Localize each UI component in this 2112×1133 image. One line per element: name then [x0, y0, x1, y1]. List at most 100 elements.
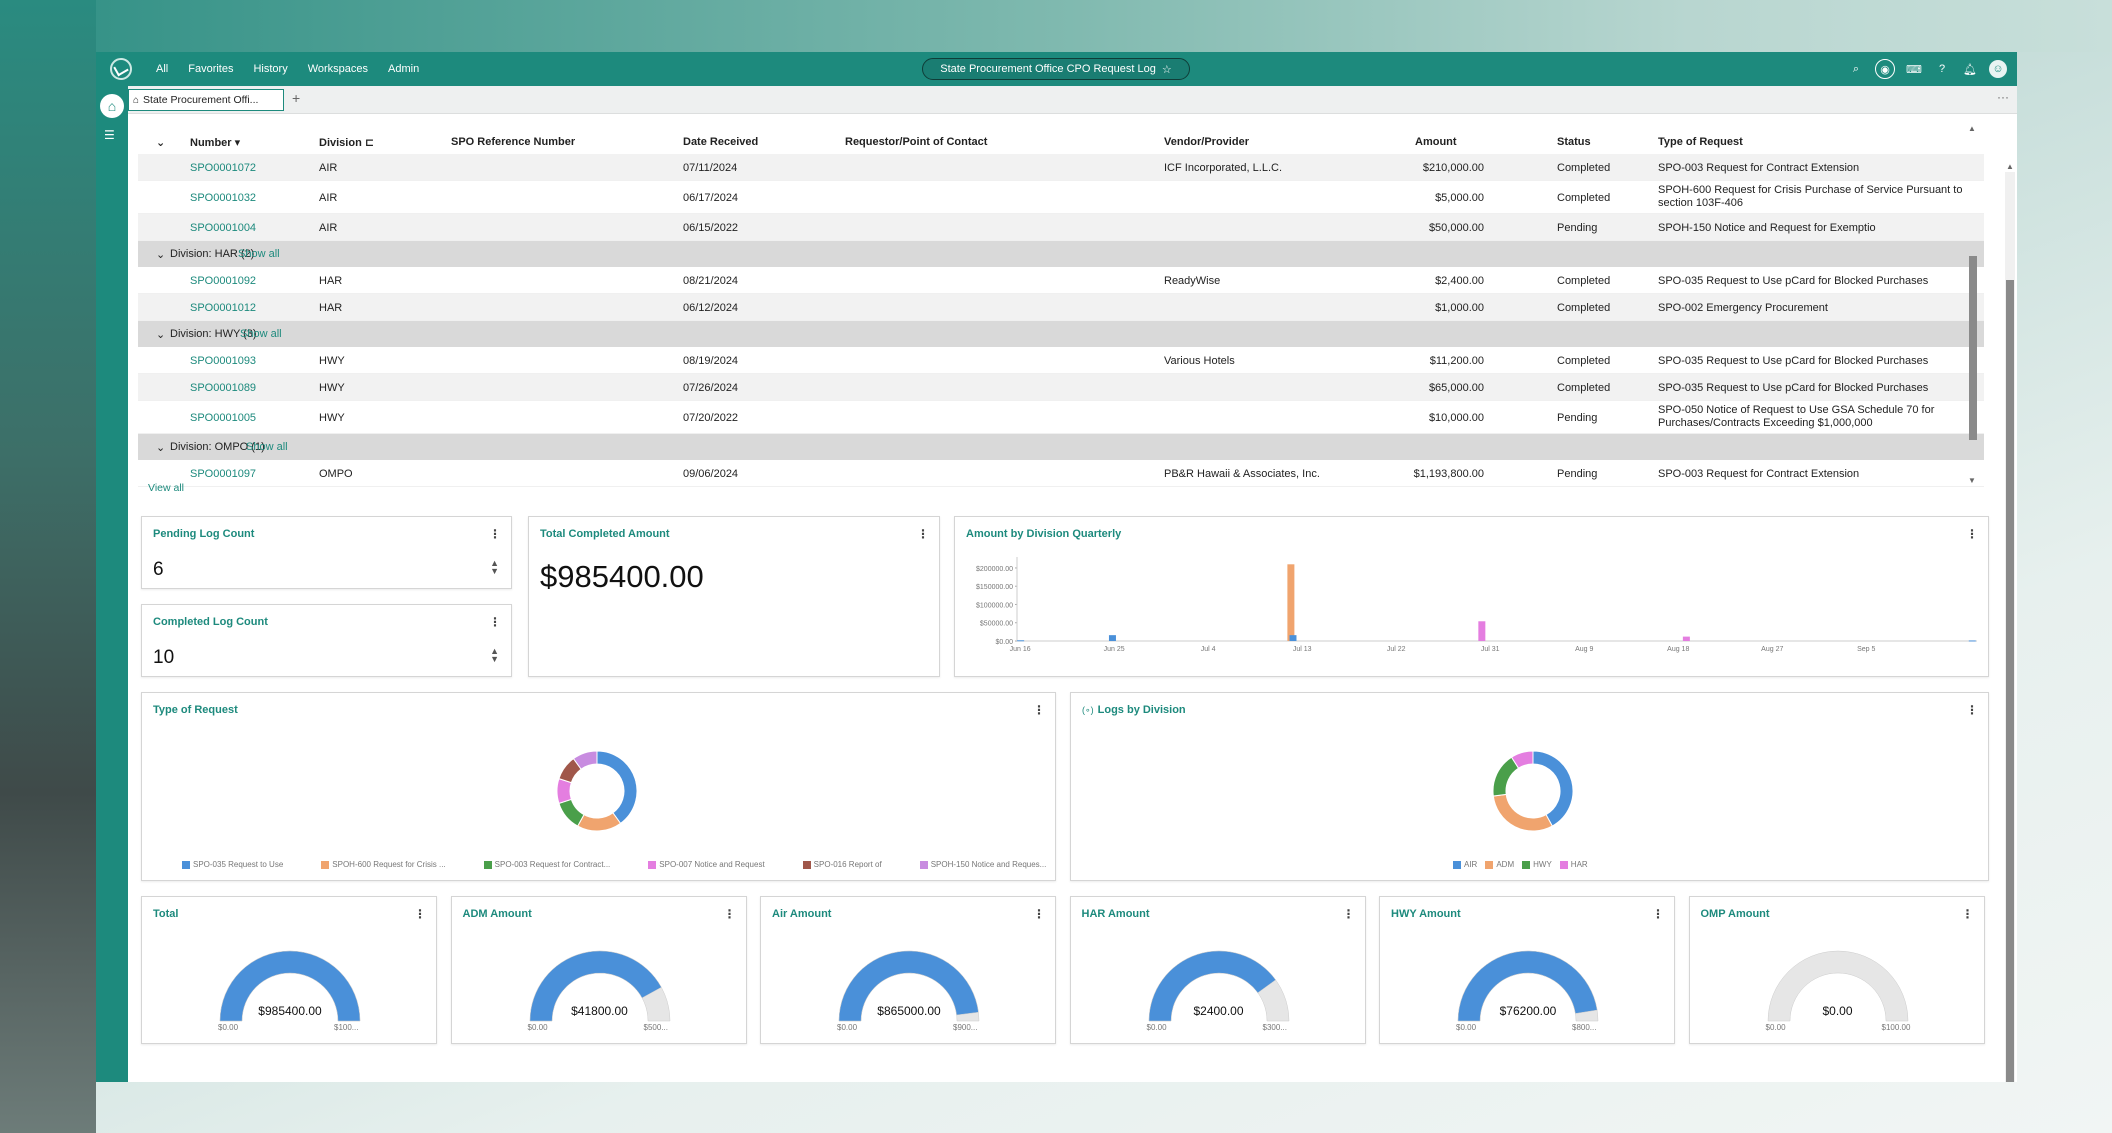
search-icon[interactable]: ⌕: [1852, 62, 1860, 75]
legend-item[interactable]: HAR: [1559, 860, 1588, 869]
nav-all[interactable]: All: [156, 63, 169, 75]
donut-slice[interactable]: [558, 798, 585, 827]
stepper-icon[interactable]: ▲ ▼: [490, 558, 499, 576]
card-menu-icon[interactable]: ⋮: [723, 907, 736, 921]
bar[interactable]: [1682, 636, 1690, 641]
cell-number[interactable]: SPO0001005: [190, 412, 257, 424]
table-row[interactable]: SPO0001004 AIR 06/15/2022 $50,000.00 Pending…: [138, 214, 1984, 241]
group-chevron-icon[interactable]: ⌄: [156, 442, 166, 454]
card-menu-icon[interactable]: ⋮: [1033, 907, 1045, 921]
col-vendor[interactable]: Vendor/Provider: [1164, 136, 1249, 148]
bar[interactable]: [1478, 621, 1486, 641]
donut-slice[interactable]: [1492, 793, 1553, 832]
table-row[interactable]: SPO0001093 HWY 08/19/2024 Various Hotels $11…: [138, 347, 1984, 374]
avatar[interactable]: ☺: [1989, 60, 2007, 78]
legend-item[interactable]: SPOH-150 Notice and Reques...: [919, 860, 1046, 869]
table-row[interactable]: SPO0001089 HWY 07/26/2024 $65,000.00 Complet…: [138, 374, 1984, 401]
scroll-up-icon[interactable]: ▲: [1968, 124, 1976, 133]
col-division[interactable]: Division ⊏: [319, 137, 375, 149]
card-menu-icon[interactable]: ⋮: [1033, 703, 1045, 717]
group-row[interactable]: ⌄ Division: HAR (2) Show all: [138, 241, 1984, 267]
grid-scrollbar[interactable]: ▲ ▼: [1968, 124, 1978, 486]
card-menu-icon[interactable]: ⋮: [1966, 703, 1978, 717]
add-tab-button[interactable]: +: [292, 90, 301, 106]
collapse-all-chevron-icon[interactable]: ⌄: [156, 137, 166, 149]
nav-history[interactable]: History: [253, 63, 288, 75]
legend-item[interactable]: SPO-035 Request to Use: [182, 860, 283, 869]
cell-number[interactable]: SPO0001004: [190, 222, 257, 234]
group-row[interactable]: ⌄ Division: HWY (3) Show all: [138, 321, 1984, 347]
donut-slice[interactable]: [577, 812, 622, 832]
nav-favorites[interactable]: Favorites: [188, 63, 234, 75]
card-menu-icon[interactable]: ⋮: [489, 527, 501, 541]
home-icon[interactable]: ⌂: [100, 94, 124, 118]
col-number[interactable]: Number ▾: [190, 137, 241, 149]
card-menu-icon[interactable]: ⋮: [1652, 907, 1664, 921]
page-title-pill[interactable]: State Procurement Office CPO Request Log…: [922, 58, 1190, 80]
cell-number[interactable]: SPO0001032: [190, 192, 257, 204]
nav-admin[interactable]: Admin: [388, 63, 420, 75]
legend-item[interactable]: SPO-003 Request for Contract...: [483, 860, 610, 869]
grid-scroll-thumb[interactable]: [1969, 256, 1977, 440]
view-all-link[interactable]: View all: [148, 482, 184, 494]
bar[interactable]: [1968, 640, 1976, 642]
show-all-link[interactable]: Show all: [238, 248, 280, 260]
card-menu-icon[interactable]: ⋮: [1342, 907, 1355, 921]
col-amount[interactable]: Amount: [1415, 136, 1457, 148]
col-spo-ref[interactable]: SPO Reference Number: [451, 136, 576, 148]
legend-item[interactable]: AIR: [1453, 860, 1477, 869]
bar[interactable]: [1017, 640, 1025, 642]
cell-number[interactable]: SPO0001097: [190, 468, 257, 480]
legend-item[interactable]: HWY: [1522, 860, 1552, 869]
card-menu-icon[interactable]: ⋮: [917, 527, 929, 541]
donut-slice[interactable]: [1510, 750, 1534, 769]
legend-item[interactable]: SPO-016 Report of: [802, 860, 882, 869]
page-scrollbar[interactable]: ▲ ▼: [2005, 162, 2015, 1082]
col-requestor[interactable]: Requestor/Point of Contact: [845, 136, 988, 148]
cell-number[interactable]: SPO0001089: [190, 382, 257, 394]
donut-slice[interactable]: [596, 750, 638, 825]
group-chevron-icon[interactable]: ⌄: [156, 249, 166, 261]
cell-number[interactable]: SPO0001093: [190, 355, 257, 367]
list-icon[interactable]: ☰: [104, 128, 115, 142]
legend-item[interactable]: SPO-007 Notice and Request: [648, 860, 765, 869]
cell-number[interactable]: SPO0001092: [190, 275, 257, 287]
group-chevron-icon[interactable]: ⌄: [156, 329, 166, 341]
nav-workspaces[interactable]: Workspaces: [307, 63, 369, 75]
tab-state-procurement[interactable]: ⌂ State Procurement Offi...: [128, 89, 284, 111]
card-menu-icon[interactable]: ⋮: [1966, 527, 1978, 541]
col-date[interactable]: Date Received: [683, 136, 759, 148]
col-status[interactable]: Status: [1557, 136, 1591, 148]
bell-icon[interactable]: 🔔︎: [1963, 63, 1977, 76]
page-scroll-thumb[interactable]: [2006, 280, 2014, 1082]
bar[interactable]: [1287, 564, 1295, 641]
card-menu-icon[interactable]: ⋮: [414, 907, 426, 921]
table-row[interactable]: SPO0001005 HWY 07/20/2022 $10,000.00 Pending…: [138, 401, 1984, 434]
table-row[interactable]: SPO0001092 HAR 08/21/2024 ReadyWise $2,400.0…: [138, 267, 1984, 294]
globe-icon[interactable]: ◉: [1875, 59, 1895, 79]
scroll-down-icon[interactable]: ▼: [1968, 476, 1976, 485]
table-row[interactable]: SPO0001012 HAR 06/12/2024 $1,000.00 Complete…: [138, 294, 1984, 321]
cell-number[interactable]: SPO0001072: [190, 162, 257, 174]
card-menu-icon[interactable]: ⋮: [1961, 907, 1974, 921]
col-type[interactable]: Type of Request: [1658, 136, 1743, 148]
stepper-icon[interactable]: ▲ ▼: [490, 646, 499, 664]
table-row[interactable]: SPO0001097 OMPO 09/06/2024 PB&R Hawaii & As…: [138, 460, 1984, 487]
chat-icon[interactable]: ⌨: [1906, 63, 1922, 76]
donut-slice[interactable]: [572, 750, 598, 770]
show-all-link[interactable]: Show all: [240, 328, 282, 340]
cell-number[interactable]: SPO0001012: [190, 302, 257, 314]
group-row[interactable]: ⌄ Division: OMPO (1) Show all: [138, 434, 1984, 460]
legend-item[interactable]: SPOH-600 Request for Crisis ...: [321, 860, 446, 869]
servicenow-logo-icon[interactable]: [110, 58, 132, 80]
tab-more-button[interactable]: ···: [1997, 90, 2009, 104]
table-row[interactable]: SPO0001032 AIR 06/17/2024 $5,000.00 Complete…: [138, 181, 1984, 214]
table-row[interactable]: SPO0001072 AIR 07/11/2024 ICF Incorporated,…: [138, 154, 1984, 181]
legend-item[interactable]: ADM: [1485, 860, 1514, 869]
donut-slice[interactable]: [1532, 750, 1574, 827]
help-icon[interactable]: ?: [1938, 63, 1946, 75]
bar[interactable]: [1108, 635, 1116, 641]
card-menu-icon[interactable]: ⋮: [489, 615, 501, 629]
page-scroll-up-icon[interactable]: ▲: [2006, 162, 2014, 171]
bar[interactable]: [1289, 635, 1297, 641]
